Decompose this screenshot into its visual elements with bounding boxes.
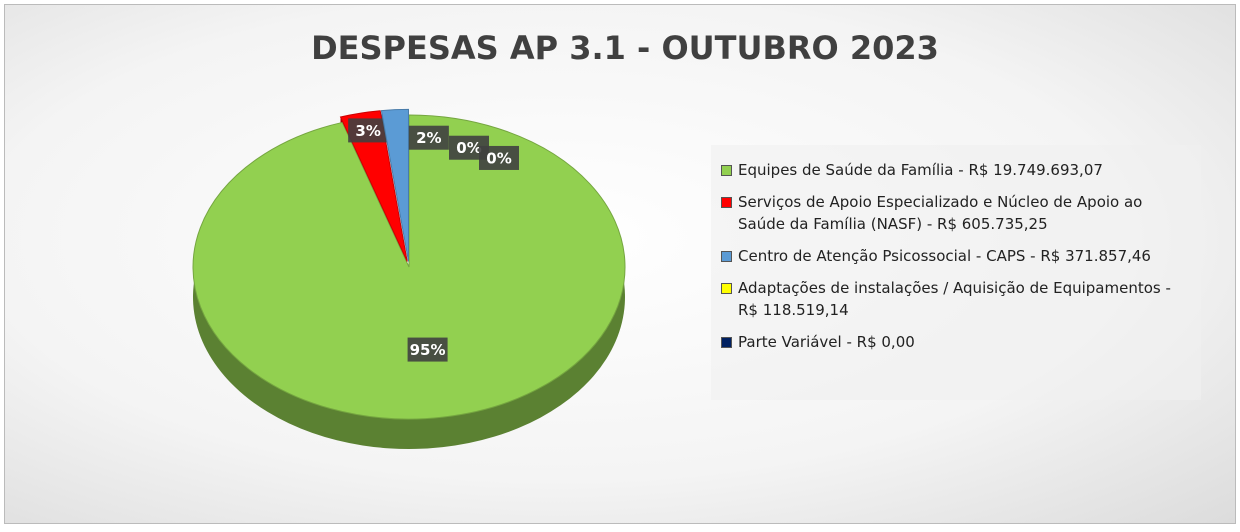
- pie-slice: [192, 114, 626, 420]
- legend-label: Adaptações de instalações / Aquisição de…: [738, 279, 1171, 319]
- legend-entry: Serviços de Apoio Especializado e Núcleo…: [721, 191, 1191, 235]
- legend-key: [721, 165, 732, 176]
- legend-entry: Parte Variável - R$ 0,00: [721, 331, 1191, 353]
- legend-key: [721, 337, 732, 348]
- legend-label: Equipes de Saúde da Família - R$ 19.749.…: [738, 161, 1103, 179]
- data-label: 3%: [355, 122, 380, 140]
- data-label: 95%: [410, 341, 446, 359]
- data-label: 0%: [456, 139, 481, 157]
- legend-entry: Centro de Atenção Psicossocial - CAPS - …: [721, 245, 1191, 267]
- legend-entry: Adaptações de instalações / Aquisição de…: [721, 277, 1191, 321]
- legend-label: Parte Variável - R$ 0,00: [738, 333, 915, 351]
- pie-slice: [339, 110, 408, 262]
- data-label-box: [407, 337, 448, 362]
- legend-key: [721, 197, 732, 208]
- data-label-box: [408, 125, 449, 150]
- legend-label: Centro de Atenção Psicossocial - CAPS - …: [738, 247, 1151, 265]
- data-label: 2%: [416, 129, 441, 147]
- legend-label: Serviços de Apoio Especializado e Núcleo…: [738, 193, 1143, 233]
- data-label: 0%: [486, 149, 511, 167]
- data-label-box: [479, 145, 519, 170]
- data-label-box: [348, 118, 389, 143]
- chart: DESPESAS AP 3.1 - OUTUBRO 2023 95% 3% 2% 0%…: [192, 29, 939, 449]
- legend-key: [721, 251, 732, 262]
- pie-slice: [380, 108, 409, 262]
- chart-title: DESPESAS AP 3.1 - OUTUBRO 2023: [311, 29, 939, 67]
- chart-frame: DESPESAS AP 3.1 - OUTUBRO 2023 95% 3% 2% 0%…: [4, 4, 1236, 524]
- legend: Equipes de Saúde da Família - R$ 19.749.…: [711, 145, 1201, 400]
- legend-entry: Equipes de Saúde da Família - R$ 19.749.…: [721, 159, 1191, 181]
- legend-key: [721, 283, 732, 294]
